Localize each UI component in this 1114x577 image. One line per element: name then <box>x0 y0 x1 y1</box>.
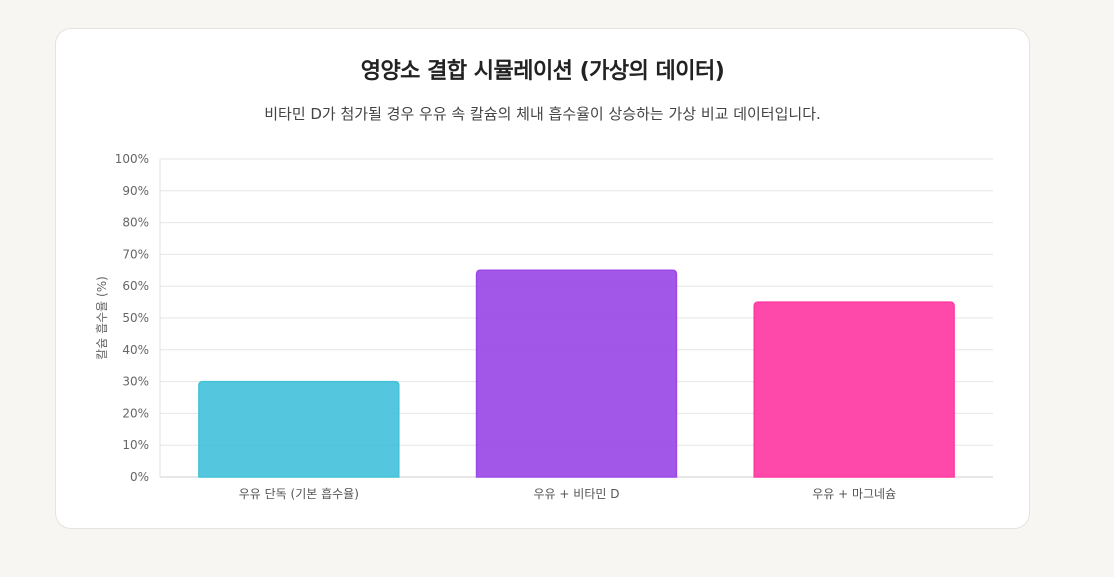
y-tick-label: 40% <box>122 343 149 357</box>
x-tick-label: 우유 단독 (기본 흡수율) <box>239 487 359 501</box>
y-tick-label: 30% <box>122 375 149 389</box>
chart-title: 영양소 결합 시뮬레이션 (가상의 데이터) <box>360 59 725 84</box>
x-tick-label: 우유 + 마그네슘 <box>812 487 896 501</box>
x-axis-ticks: 우유 단독 (기본 흡수율) 우유 + 비타민 D 우유 + 마그네슘 <box>239 487 896 501</box>
x-tick-label: 우유 + 비타민 D <box>534 487 620 501</box>
y-tick-label: 90% <box>122 184 149 198</box>
y-tick-label: 10% <box>122 438 149 452</box>
bars <box>198 269 955 478</box>
y-tick-label: 70% <box>122 247 149 261</box>
y-tick-label: 60% <box>122 279 149 293</box>
y-tick-label: 100% <box>115 152 149 166</box>
y-tick-label: 80% <box>122 216 149 230</box>
chart-subtitle: 비타민 D가 첨가될 경우 우유 속 칼슘의 체내 흡수율이 상승하는 가상 비… <box>264 105 821 123</box>
y-tick-label: 0% <box>130 470 149 484</box>
y-axis-ticks: 0% 10% 20% 30% 40% 50% 60% 70% 80% 90% 100% <box>115 152 149 484</box>
y-tick-label: 50% <box>122 311 149 325</box>
bar[interactable] <box>753 301 955 478</box>
bar[interactable] <box>475 269 678 478</box>
y-tick-label: 20% <box>122 406 149 420</box>
y-axis-label: 칼슘 흡수율 (%) <box>95 276 109 360</box>
bar[interactable] <box>198 380 400 478</box>
